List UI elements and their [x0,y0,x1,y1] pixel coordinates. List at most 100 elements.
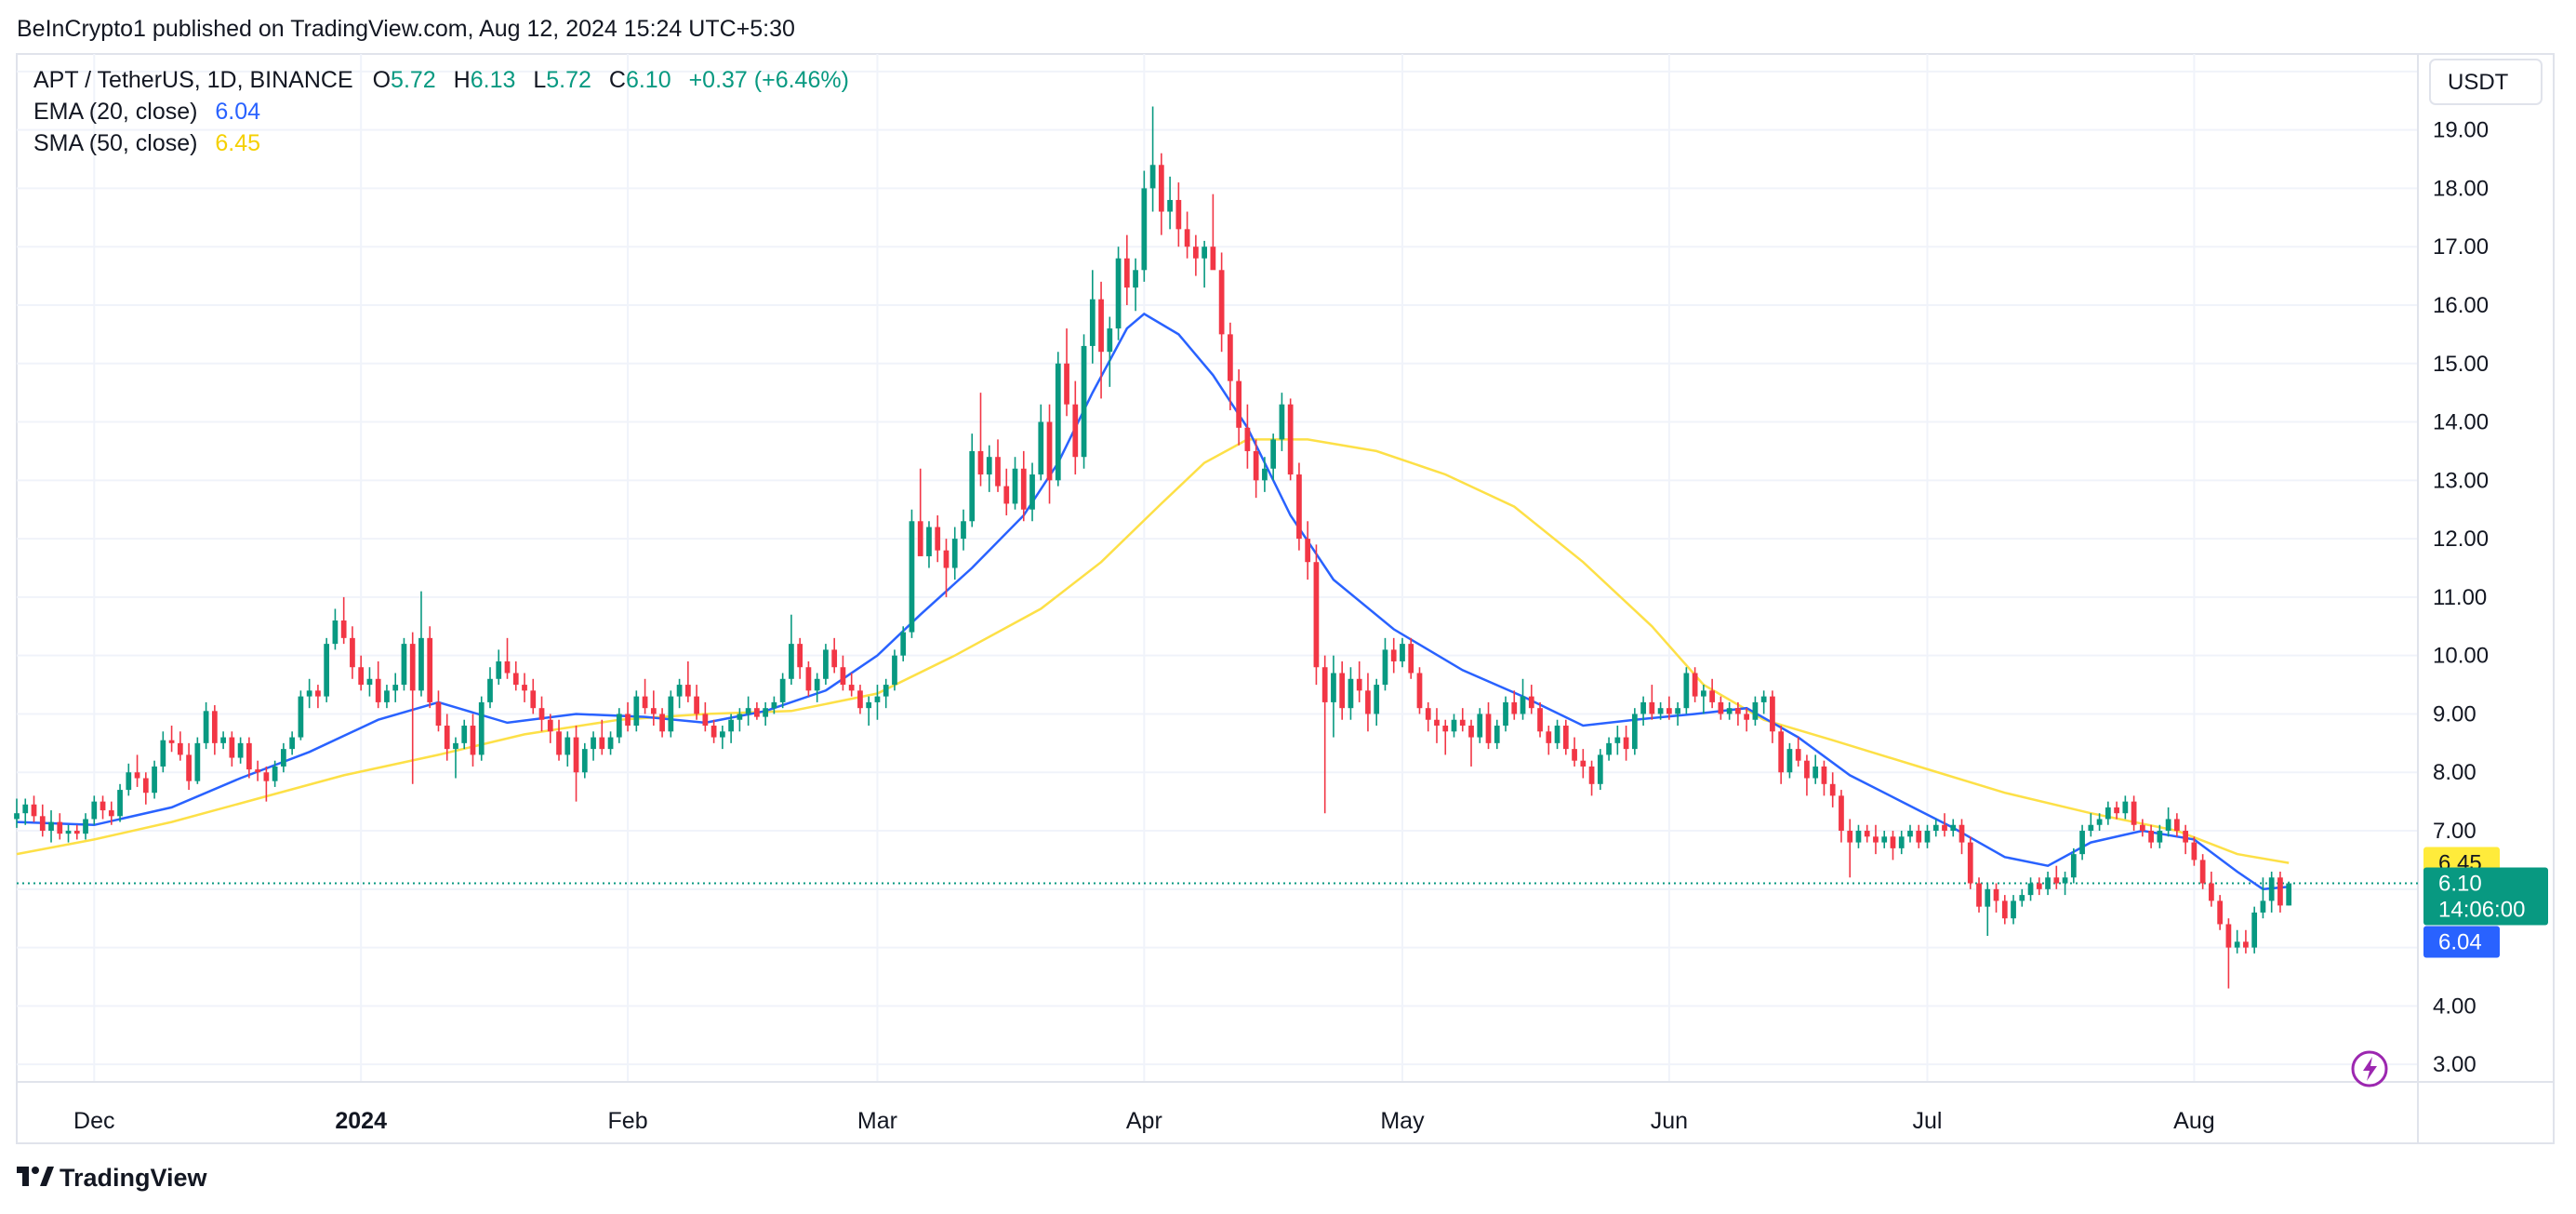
candle [728,714,734,743]
candle [152,760,157,799]
candle [1993,883,1999,913]
candle [538,696,545,732]
time-tick-label: Mar [857,1108,897,1134]
candle [754,701,760,720]
candle [1829,772,1836,807]
price-tick-label: 3.00 [2433,1052,2476,1077]
candle [1692,667,1698,702]
candle [909,509,915,638]
candle [409,632,416,784]
candle [1537,701,1543,738]
candle [1709,678,1716,709]
candle [1770,690,1775,743]
currency-scale-button[interactable]: USDT [2429,59,2543,105]
candle [1511,690,1518,720]
candle-countdown: 14:06:00 [2438,898,2525,923]
price-tick-label: 13.00 [2433,468,2489,493]
price-tick-label: 7.00 [2433,819,2476,844]
candle [1115,247,1122,340]
candle [737,708,743,732]
last-price-tag-value: 6.10 [2438,872,2482,897]
candle [1657,701,1664,720]
candle [1916,824,1922,848]
candle [694,685,699,720]
candle [418,591,424,697]
candle [951,527,958,580]
candle [616,708,622,743]
candle [1262,457,1268,492]
candle [1133,258,1138,312]
candle [117,783,123,822]
candle [2079,824,2085,860]
candle [668,690,674,738]
candle [496,649,502,686]
legend-close: 6.10 [626,67,671,93]
legend-low: 5.72 [546,67,591,93]
candle [1356,660,1362,702]
candle [935,514,941,563]
candle [48,810,54,843]
tradingview-logo[interactable]: TradingView [17,1164,208,1192]
candle [1623,726,1629,761]
candle [2027,877,2034,901]
candle [229,731,235,767]
price-tick-label: 12.00 [2433,527,2489,552]
legend-ema-label: EMA (20, close) [33,99,197,125]
price-tick-label: 11.00 [2433,585,2487,610]
time-tick-label: Apr [1126,1108,1162,1134]
candle [1098,281,1104,399]
candle [1640,696,1646,727]
candle [324,637,330,702]
candle [986,445,992,492]
candle [522,673,527,702]
candle [1012,457,1018,510]
candle [1528,685,1534,714]
candle [857,685,863,714]
candle [65,824,72,843]
candle [2001,895,2008,925]
candle [2139,819,2145,837]
candle [1959,819,1965,855]
lightning-icon[interactable] [2351,1050,2388,1087]
candle [1296,462,1302,551]
time-tick-label: 2024 [335,1108,387,1134]
candle [1202,240,1207,288]
candle [702,701,709,732]
candle [57,813,63,840]
candle [246,737,252,779]
candle [1313,544,1320,686]
candle [977,393,984,487]
candle [2191,836,2198,866]
candle [1305,521,1311,580]
candle [1416,667,1423,714]
candle [168,726,175,753]
candle [892,649,897,691]
candle [779,673,786,709]
tradingview-logo-text: TradingView [60,1164,208,1192]
candle [470,714,476,767]
candle [1562,719,1569,755]
candle [375,660,381,709]
candle [1554,719,1560,750]
candle [2199,854,2206,889]
candle [1546,726,1552,755]
grid [17,54,2418,1082]
candle [1434,708,1440,743]
candle [1055,352,1061,487]
candle [1898,831,1905,855]
candle [1167,176,1173,230]
publisher-line: BeInCrypto1 published on TradingView.com… [17,16,795,42]
candle [142,772,149,805]
candle [1390,637,1397,674]
legend-symbol: APT / TetherUS, 1D, BINANCE [33,67,353,93]
time-axis[interactable]: Dec 2024 Feb Mar Apr May Jun Jul Aug [73,1108,2215,1134]
candle [1459,708,1466,732]
candle [2114,801,2119,820]
legend[interactable]: APT / TetherUS, 1D, BINANCE O5.72 H6.13 … [33,67,849,156]
candle [995,439,1001,492]
sma-line [16,438,2290,864]
candle [1847,819,1853,878]
candle [1572,737,1577,767]
candle [22,798,29,825]
price-tick-label: 16.00 [2433,293,2489,318]
